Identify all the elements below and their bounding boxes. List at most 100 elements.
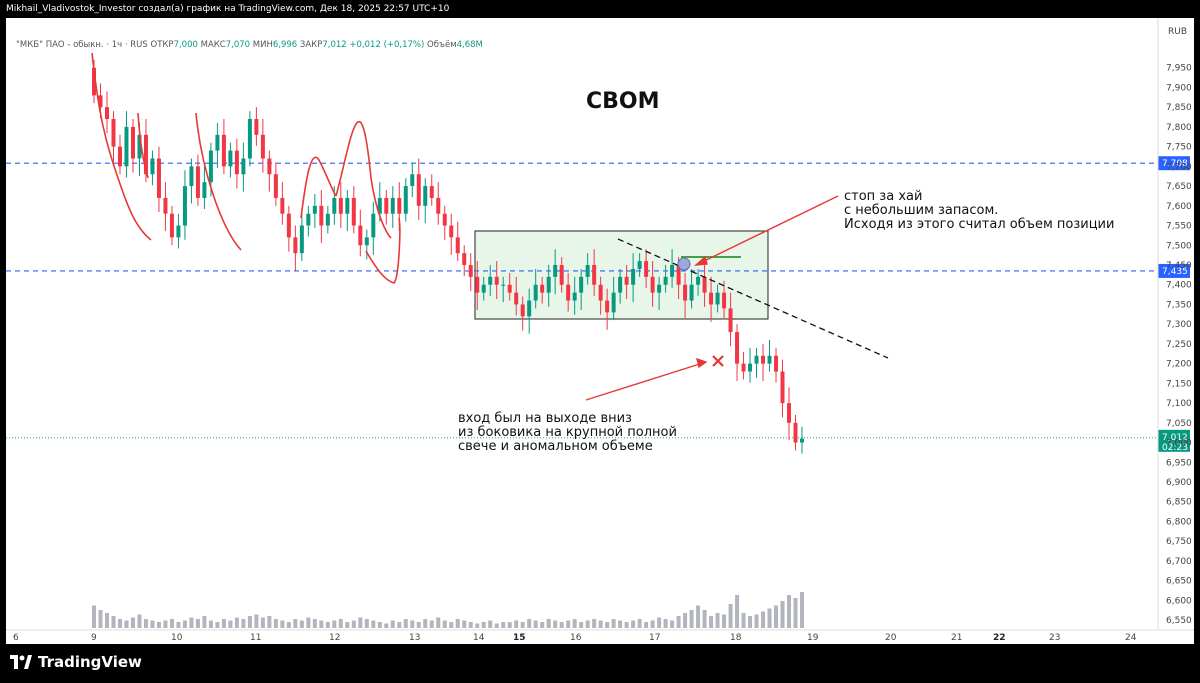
legend-symbol[interactable]: "МКБ" ПАО - обыкн. · 1ч · RUS [16,40,148,50]
candle-body [657,284,662,293]
volume-bar [293,619,298,628]
candle-body [605,300,610,313]
price-tick-label: 7,450 [1166,261,1192,271]
price-tick-label: 7,950 [1166,64,1192,74]
candle-body [644,261,649,277]
candle-body [377,197,382,214]
candle-body [624,276,629,285]
legend-open-label: ОТКР [150,40,174,50]
volume-bar [702,610,707,628]
volume-bar [338,619,343,628]
volume-bar [371,620,376,628]
candle-body [111,119,116,147]
candle-body [130,126,135,159]
time-tick-label: 10 [171,633,183,643]
candle-body [169,213,174,238]
volume-bar [189,617,194,628]
price-tick-label: 7,200 [1166,360,1192,370]
candle-body [715,292,720,305]
volume-bar [286,622,291,628]
candle-body [787,403,792,423]
candle-body [319,205,324,226]
drawing-wave-1 [91,52,152,241]
price-tick-label: 6,550 [1166,616,1192,626]
candle-body [546,276,551,293]
candle-body [709,292,714,305]
freehand-drawings [91,52,401,284]
volume-bar [585,620,590,628]
candle-body [312,205,317,214]
candle-body [299,225,304,254]
price-tick-label: 6,650 [1166,577,1192,587]
candle-body [761,355,766,364]
candle-body [92,67,96,96]
level-label: 7,435 [1162,267,1188,277]
candle-body [176,225,181,238]
time-tick-label: 18 [730,633,742,643]
candle-body [481,284,486,293]
volume-bar [468,622,473,628]
volume-bar [696,605,701,628]
volume-bar [793,598,798,628]
candle-body [358,225,363,246]
entry-cross-marker [712,355,724,367]
volume-bar [540,622,545,628]
candle-body [280,197,285,214]
volume-bar [156,622,161,628]
volume-bar [429,620,434,628]
legend-high: 7,070 [225,40,251,50]
candle-body [533,284,538,301]
time-axis: 6 9 10 11 12 13 14 15 16 17 18 19 20 21 22 23 24 [6,629,1194,643]
volume-bar [306,617,311,628]
volume-bar [709,616,714,628]
volume-bar [676,616,681,628]
time-tick-label: 9 [91,633,97,643]
candle-body [689,284,694,301]
volume-bar [228,620,233,628]
volume-bar [150,620,155,628]
price-tick-label: 6,700 [1166,557,1192,567]
candle-body [728,308,733,333]
brand-footer: TradingView [10,653,142,671]
time-tick-label: 23 [1049,633,1060,643]
volume-bar [683,613,688,628]
candle-body [702,276,707,293]
price-tick-label: 6,800 [1166,517,1192,527]
volume-bar [501,622,506,628]
candle-body [403,186,408,214]
volume-bar [663,619,668,628]
chart-panel[interactable]: 7,708 7,435 7,012 02:23 [6,18,1194,644]
candle-body [143,134,148,175]
price-tick-label: 7,050 [1166,419,1192,429]
candle-body [592,265,597,285]
candle-body [156,158,161,198]
volume-bar [104,613,109,628]
arrow-entry [585,357,708,401]
price-tick-label: 7,400 [1166,281,1192,291]
candle-body [566,284,571,301]
candle-body [683,284,688,301]
candle-body [163,197,168,214]
volume-bar [163,620,168,628]
volume-bar [455,619,460,628]
candle-body [650,276,655,293]
time-tick-label: 11 [250,633,261,643]
candle-body [241,158,246,175]
volume-bar [644,622,649,628]
volume-bar [280,620,285,628]
volume-bar [527,619,532,628]
entry-note-line-3: свече и аномальном объеме [458,439,653,454]
time-tick-label: 14 [473,633,485,643]
legend-change: +0,012 (+0,17%) [349,40,425,50]
volume-bar [423,619,428,628]
volume-bar [169,619,174,628]
candle-body [390,197,395,214]
volume-bar [364,619,369,628]
candle-body [540,284,545,293]
volume-bar [92,605,96,628]
candle-body [221,134,226,167]
candle-body [332,197,337,214]
legend-low: 6,996 [272,40,298,50]
volume-bar [182,620,187,628]
